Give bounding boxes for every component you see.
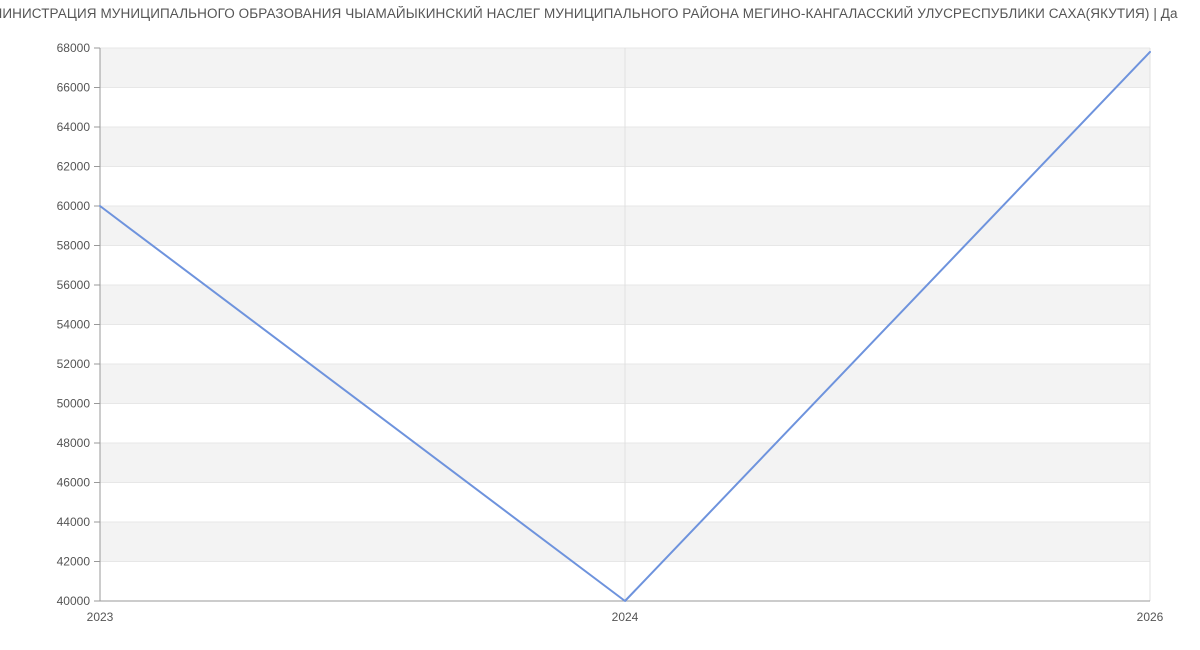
- y-axis-label: 64000: [57, 120, 91, 134]
- y-axis-label: 42000: [57, 555, 91, 569]
- y-axis-label: 60000: [57, 199, 91, 213]
- y-axis-label: 46000: [57, 476, 91, 490]
- y-axis-label: 68000: [57, 41, 91, 55]
- x-axis-label: 2024: [612, 610, 639, 624]
- chart-title-text: МИНИСТРАЦИЯ МУНИЦИПАЛЬНОГО ОБРАЗОВАНИЯ Ч…: [0, 6, 1178, 21]
- y-axis-label: 54000: [57, 318, 91, 332]
- y-axis-label: 44000: [57, 515, 91, 529]
- y-axis-label: 40000: [57, 594, 91, 608]
- y-axis-label: 48000: [57, 436, 91, 450]
- y-axis-label: 50000: [57, 397, 91, 411]
- x-axis-label: 2023: [87, 610, 114, 624]
- y-axis-label: 66000: [57, 81, 91, 95]
- y-axis-label: 58000: [57, 239, 91, 253]
- series-line[interactable]: [99, 50, 1151, 602]
- y-axis-label: 52000: [57, 357, 91, 371]
- y-axis-label: 62000: [57, 160, 91, 174]
- y-axis-label: 56000: [57, 278, 91, 292]
- x-axis-label: 2026: [1137, 610, 1164, 624]
- chart-title: МИНИСТРАЦИЯ МУНИЦИПАЛЬНОГО ОБРАЗОВАНИЯ Ч…: [0, 6, 1200, 28]
